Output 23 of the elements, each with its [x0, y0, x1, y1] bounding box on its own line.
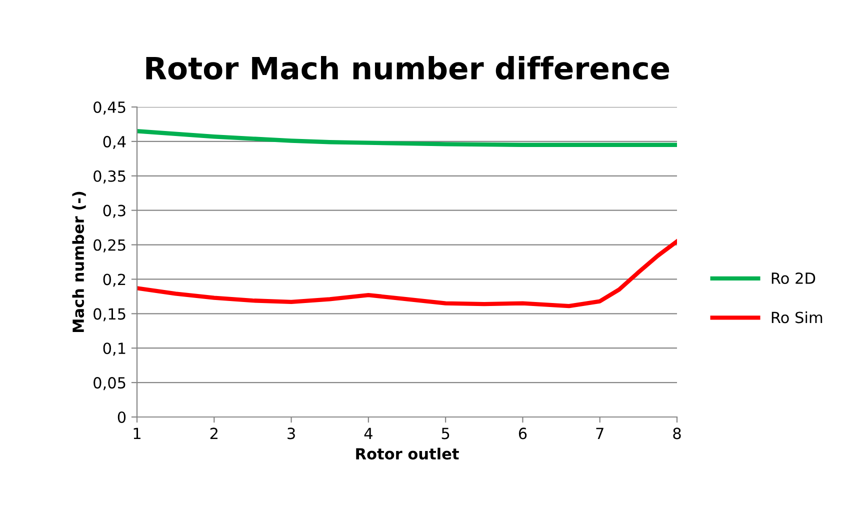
x-tick-label: 6 — [518, 428, 527, 440]
y-tick-label: 0 — [118, 411, 126, 424]
y-tick-label: 0,25 — [94, 239, 126, 252]
y-tick-label: 0,4 — [103, 136, 126, 150]
x-tick-label: 2 — [210, 428, 218, 440]
y-tick-label: 0,35 — [94, 170, 126, 184]
x-tick-label: 5 — [442, 428, 450, 440]
y-tick-label: 0,15 — [94, 308, 126, 322]
y-tick-label: 0,05 — [94, 377, 126, 390]
y-tick-label: 0,45 — [94, 101, 126, 115]
x-tick-label: 4 — [364, 428, 372, 440]
y-tick-label: 0,1 — [103, 342, 126, 356]
y-tick-label: 0,3 — [103, 204, 126, 218]
y-tick-label: 0,2 — [103, 274, 126, 287]
legend-label: Ro 2D — [772, 272, 816, 284]
x-tick-label: 3 — [288, 428, 295, 440]
x-axis-title: Rotor outlet — [356, 448, 459, 460]
chart-title: Rotor Mach number difference — [146, 56, 670, 80]
x-tick-label: 7 — [596, 428, 604, 440]
x-tick-label: 1 — [134, 428, 140, 440]
x-tick-label: 8 — [673, 428, 681, 440]
y-axis-title: Mach number (-) — [72, 192, 86, 332]
legend-label: Ro Sim — [772, 311, 822, 324]
